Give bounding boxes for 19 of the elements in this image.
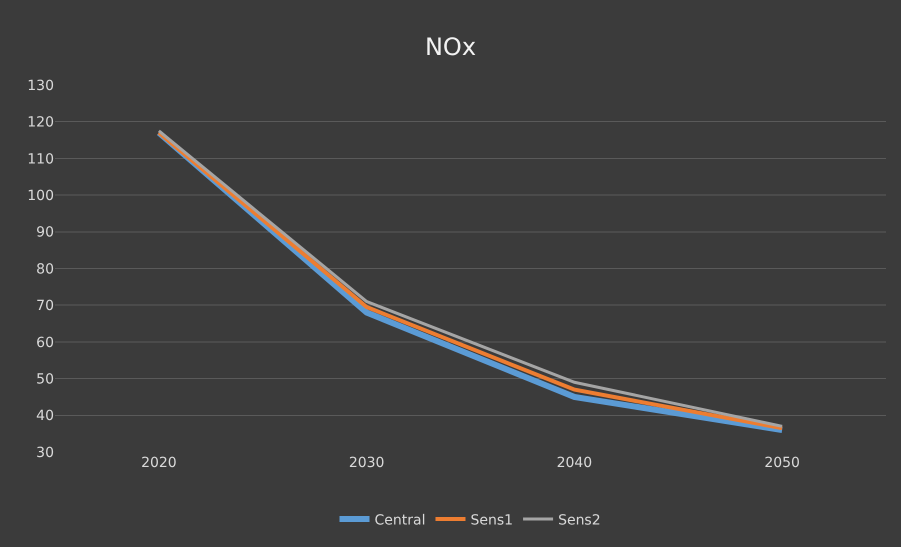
x-tick-label: 2050 [764, 455, 800, 471]
x-tick-label: 2030 [348, 455, 384, 471]
y-tick-label: 40 [36, 408, 54, 424]
y-tick-label: 80 [36, 261, 54, 278]
y-tick-label: 70 [36, 298, 54, 314]
y-tick-label: 110 [27, 151, 54, 168]
y-tick-label: 100 [27, 188, 54, 204]
x-tick-label: 2040 [556, 455, 592, 471]
y-tick-label: 130 [27, 78, 54, 94]
chart-title: NOx [424, 33, 476, 62]
legend-label: Sens2 [558, 512, 601, 528]
y-tick-label: 90 [36, 224, 54, 241]
y-tick-label: 30 [36, 444, 54, 461]
y-tick-label: 50 [36, 372, 54, 388]
legend-label: Central [374, 512, 426, 528]
y-tick-label: 120 [27, 114, 54, 131]
y-tick-label: 60 [36, 334, 54, 351]
legend-label: Sens1 [470, 512, 514, 528]
x-tick-label: 2020 [141, 455, 177, 471]
